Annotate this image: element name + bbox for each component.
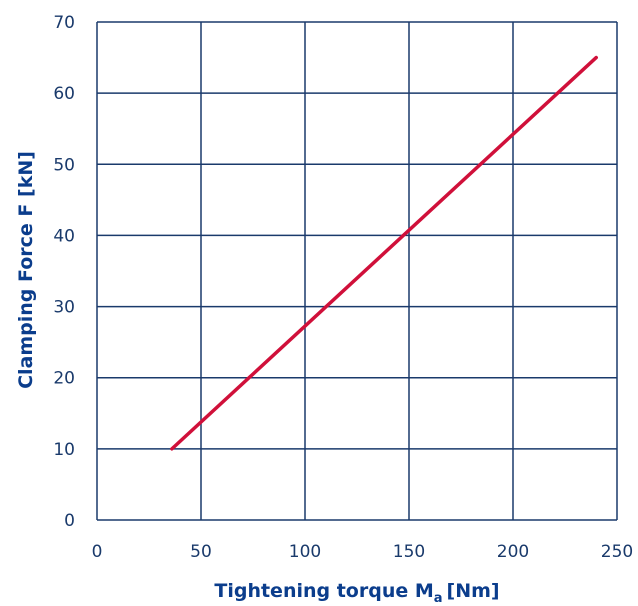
y-tick-label: 70: [53, 13, 75, 33]
y-tick-label: 0: [64, 511, 75, 531]
x-tick-label: 100: [289, 542, 321, 562]
x-axis-title-subscript: a: [434, 591, 443, 606]
x-tick-label: 50: [190, 542, 212, 562]
x-tick-label: 250: [601, 542, 633, 562]
grid-lines: [96, 21, 618, 521]
x-axis-title-unit: [Nm]: [447, 580, 500, 602]
y-axis-title: Clamping Force F [kN]: [15, 151, 37, 389]
x-tick-label: 150: [393, 542, 425, 562]
series-line: [170, 55, 598, 451]
y-tick-label: 60: [53, 84, 75, 104]
y-tick-label: 20: [53, 369, 75, 389]
series-group: [170, 55, 598, 451]
x-tick-labels: 0 50 100 150 200 250: [92, 542, 634, 562]
y-tick-labels: 0 10 20 30 40 50 60 70: [53, 13, 75, 531]
y-tick-label: 40: [53, 226, 75, 246]
y-tick-label: 10: [53, 440, 75, 460]
y-tick-label: 30: [53, 298, 75, 318]
x-tick-label: 0: [92, 542, 103, 562]
y-tick-label: 50: [53, 155, 75, 175]
x-tick-label: 200: [497, 542, 529, 562]
x-axis-title: Tightening torque Ma [Nm]: [214, 580, 499, 606]
